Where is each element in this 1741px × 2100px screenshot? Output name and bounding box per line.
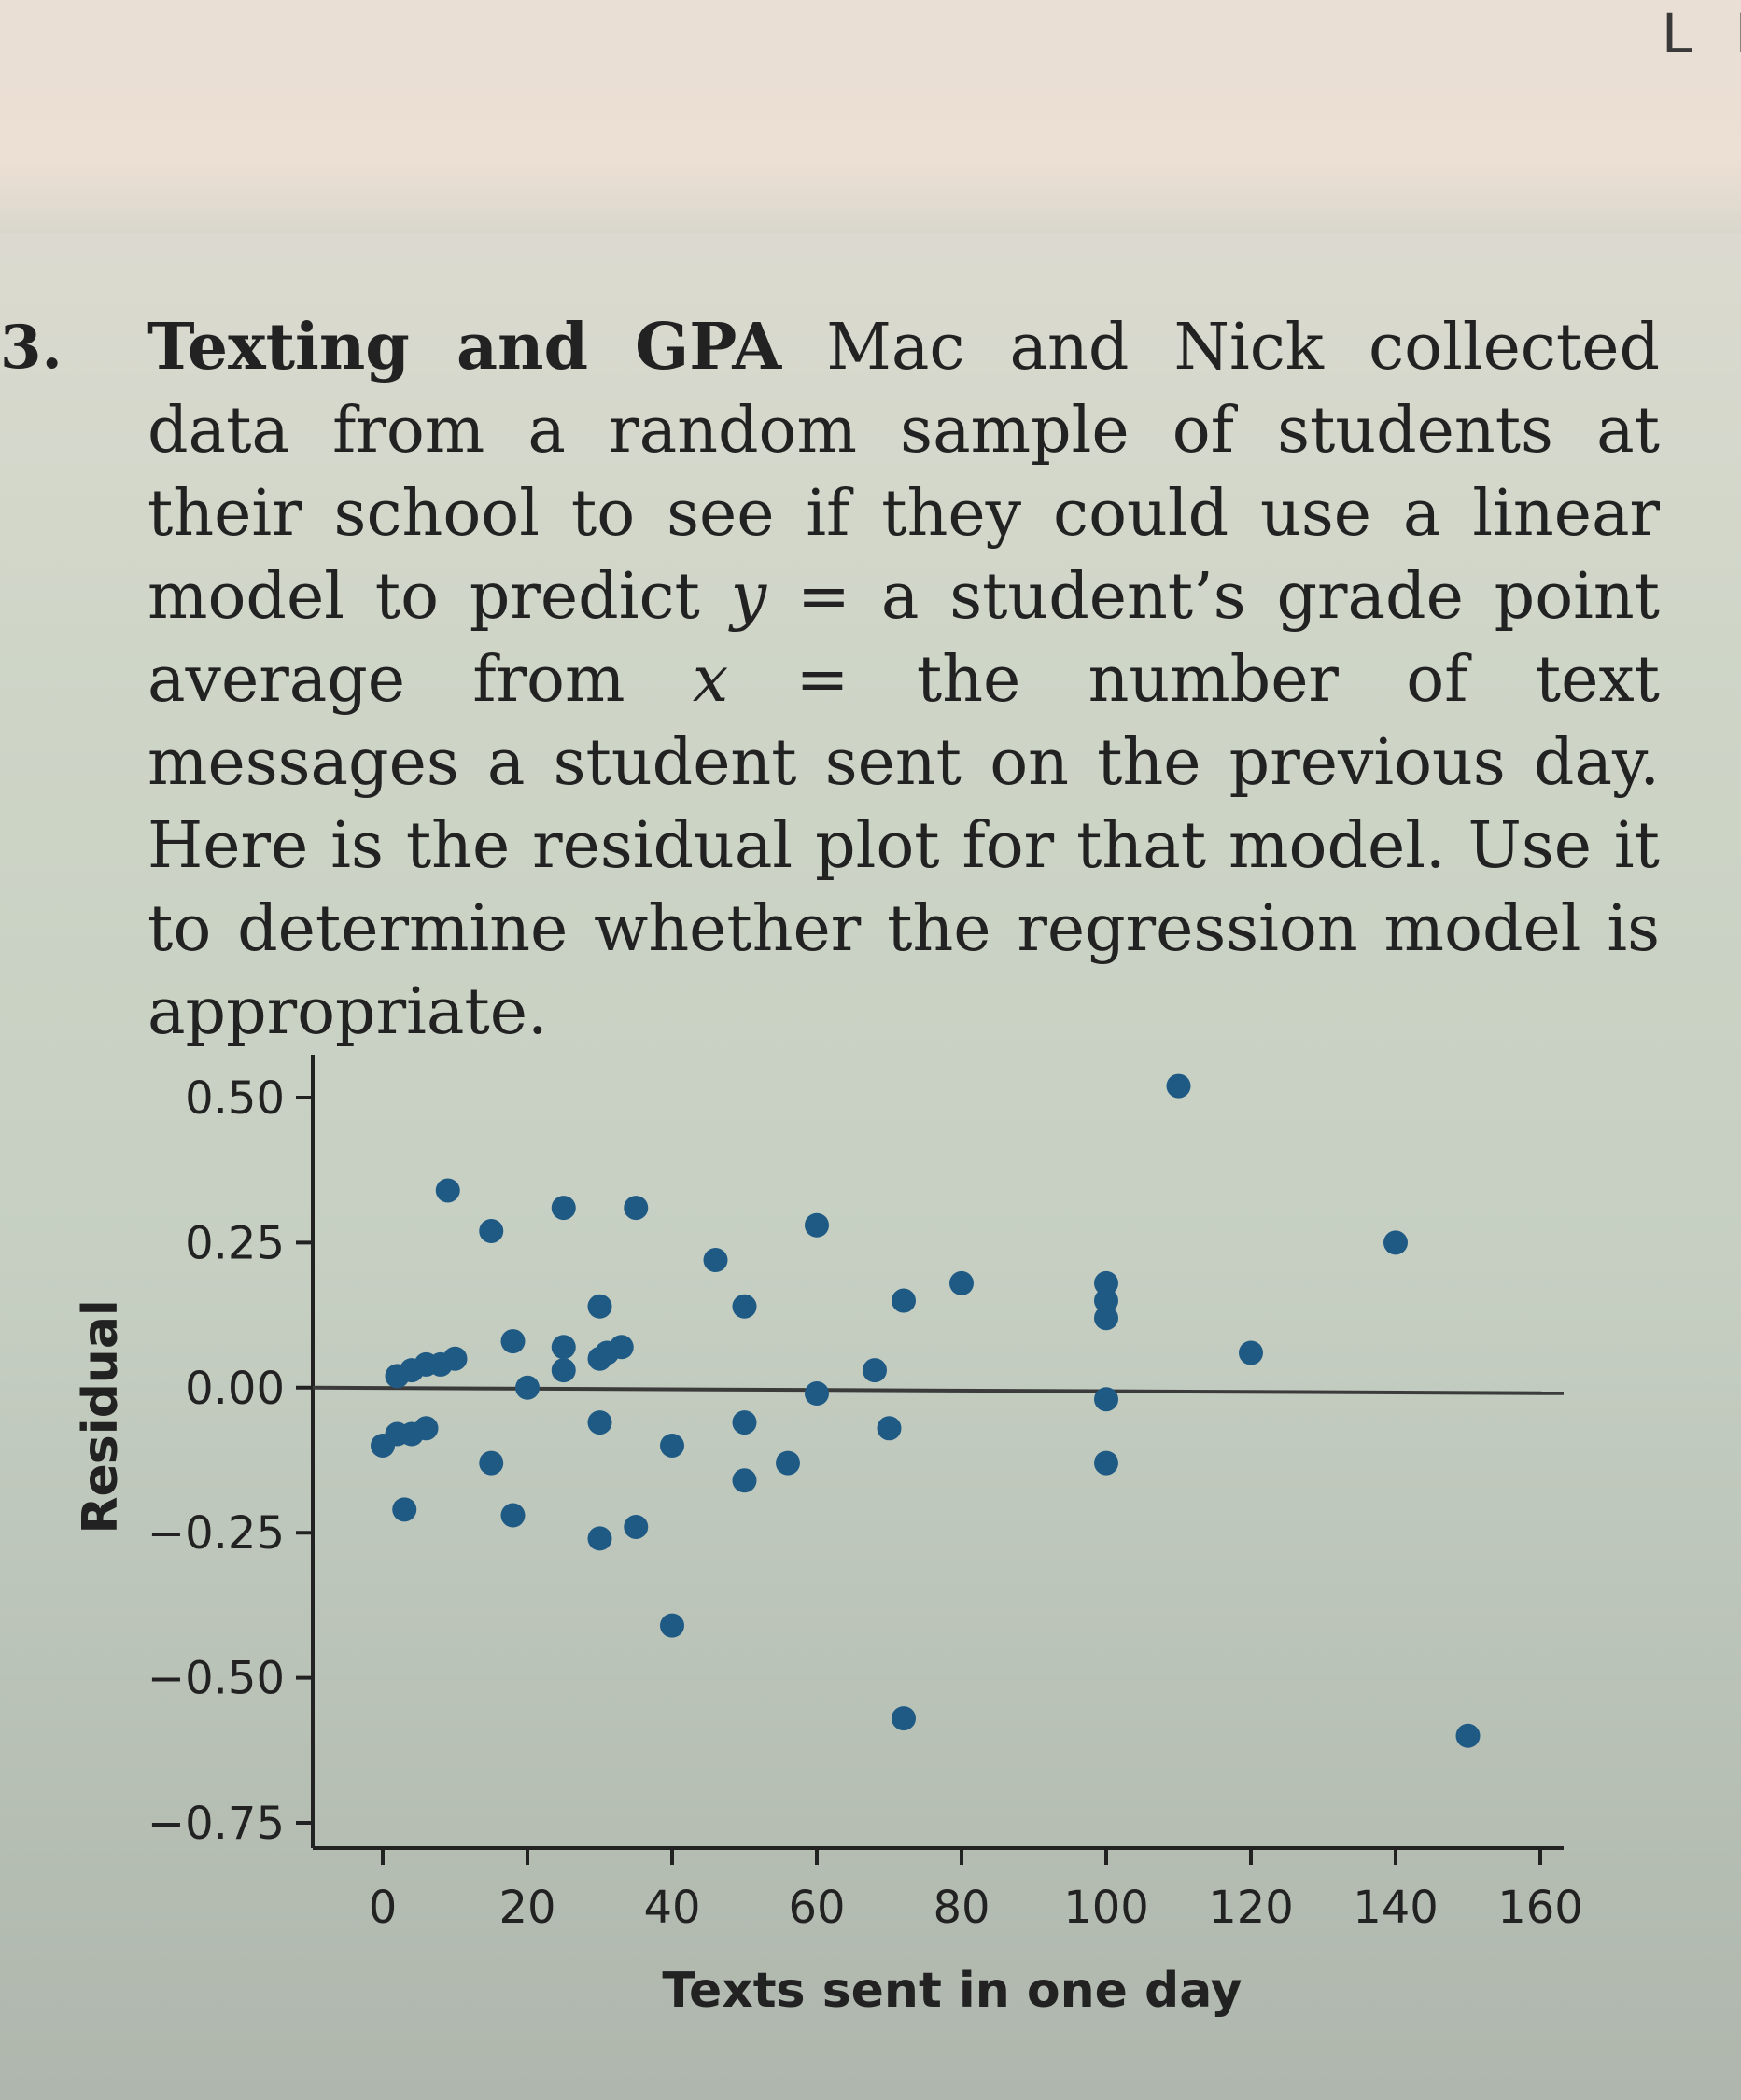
data-point xyxy=(587,1526,612,1551)
y-axis: 0.50 0.25 0.00 −0.25 −0.50 −0.75 xyxy=(147,1055,315,1850)
data-point xyxy=(442,1346,468,1371)
x-tick-label: 0 xyxy=(369,1882,398,1934)
problem-statement: Texting and GPA Mac and Nick collected d… xyxy=(147,306,1660,1054)
x-tick-label: 60 xyxy=(788,1882,845,1934)
data-point xyxy=(1383,1230,1408,1255)
data-point xyxy=(1239,1340,1263,1365)
y-tick-label: 0.50 xyxy=(185,1072,285,1125)
x-axis-title: Texts sent in one day xyxy=(662,1963,1242,2019)
data-point xyxy=(624,1196,649,1221)
y-tick-label: 0.25 xyxy=(185,1217,285,1269)
data-point xyxy=(1094,1387,1118,1412)
data-point xyxy=(805,1381,829,1407)
data-point xyxy=(732,1468,757,1493)
data-point xyxy=(624,1514,649,1539)
y-tick-label: −0.50 xyxy=(147,1653,285,1705)
data-point xyxy=(863,1358,887,1383)
x-tick-label: 80 xyxy=(933,1882,990,1934)
data-point xyxy=(805,1212,829,1238)
data-point xyxy=(551,1335,576,1360)
problem-text-part-2: = a student’s grade point average from xyxy=(147,560,1661,717)
x-tick-label: 140 xyxy=(1353,1882,1439,1934)
x-tick-label: 100 xyxy=(1063,1882,1149,1934)
reference-line xyxy=(312,1385,1565,1395)
problem-number: 3. xyxy=(0,313,63,383)
x-tick-label: 20 xyxy=(498,1882,555,1934)
data-point xyxy=(1094,1450,1118,1476)
data-point xyxy=(479,1450,504,1476)
data-point xyxy=(776,1450,800,1476)
x-axis: 0 20 40 60 80 100 120 140 160 xyxy=(313,1846,1583,1934)
data-point xyxy=(1166,1073,1191,1099)
problem-title: Texting and GPA xyxy=(147,310,782,385)
data-point xyxy=(1455,1723,1481,1748)
data-point xyxy=(479,1218,504,1243)
page-top-band xyxy=(0,0,1741,233)
zero-reference-line xyxy=(312,1385,1565,1395)
y-axis-title: Residual xyxy=(73,1299,129,1533)
variable-x: x xyxy=(692,643,729,717)
variable-y: y xyxy=(730,560,767,634)
data-point xyxy=(551,1196,576,1221)
data-point xyxy=(732,1294,757,1319)
x-tick-label: 40 xyxy=(643,1882,700,1934)
data-point xyxy=(1094,1288,1118,1313)
data-point xyxy=(587,1410,612,1435)
data-point xyxy=(732,1410,757,1435)
data-point xyxy=(660,1433,684,1458)
data-point xyxy=(500,1503,526,1528)
data-point xyxy=(500,1329,526,1354)
data-point xyxy=(609,1335,634,1360)
data-point xyxy=(892,1288,916,1313)
corner-header-text: L E xyxy=(1662,2,1741,65)
data-point xyxy=(703,1248,728,1273)
y-tick-label: −0.25 xyxy=(147,1507,285,1560)
residual-plot: 0.50 0.25 0.00 −0.25 −0.50 −0.75 0 20 40 60 80 100… xyxy=(73,1055,1583,2019)
y-tick-label: −0.75 xyxy=(147,1798,285,1850)
data-point xyxy=(892,1706,916,1731)
data-point xyxy=(587,1294,612,1319)
data-point xyxy=(414,1416,439,1441)
data-point xyxy=(435,1178,460,1203)
data-point xyxy=(1094,1270,1118,1295)
problem-text-part-3: = the number of text messages a student … xyxy=(147,643,1660,1049)
data-point xyxy=(392,1497,417,1522)
x-tick-label: 120 xyxy=(1208,1882,1294,1934)
x-tick-label: 160 xyxy=(1497,1882,1583,1934)
data-point xyxy=(877,1416,902,1441)
data-point xyxy=(515,1375,540,1400)
data-points xyxy=(371,1073,1481,1748)
data-point xyxy=(551,1358,576,1383)
y-tick-label: 0.00 xyxy=(185,1363,285,1415)
data-point xyxy=(660,1613,684,1638)
data-point xyxy=(949,1270,974,1295)
data-point xyxy=(1094,1306,1118,1331)
problem-text-part-1: Mac and Nick collected data from a rando… xyxy=(147,311,1660,634)
